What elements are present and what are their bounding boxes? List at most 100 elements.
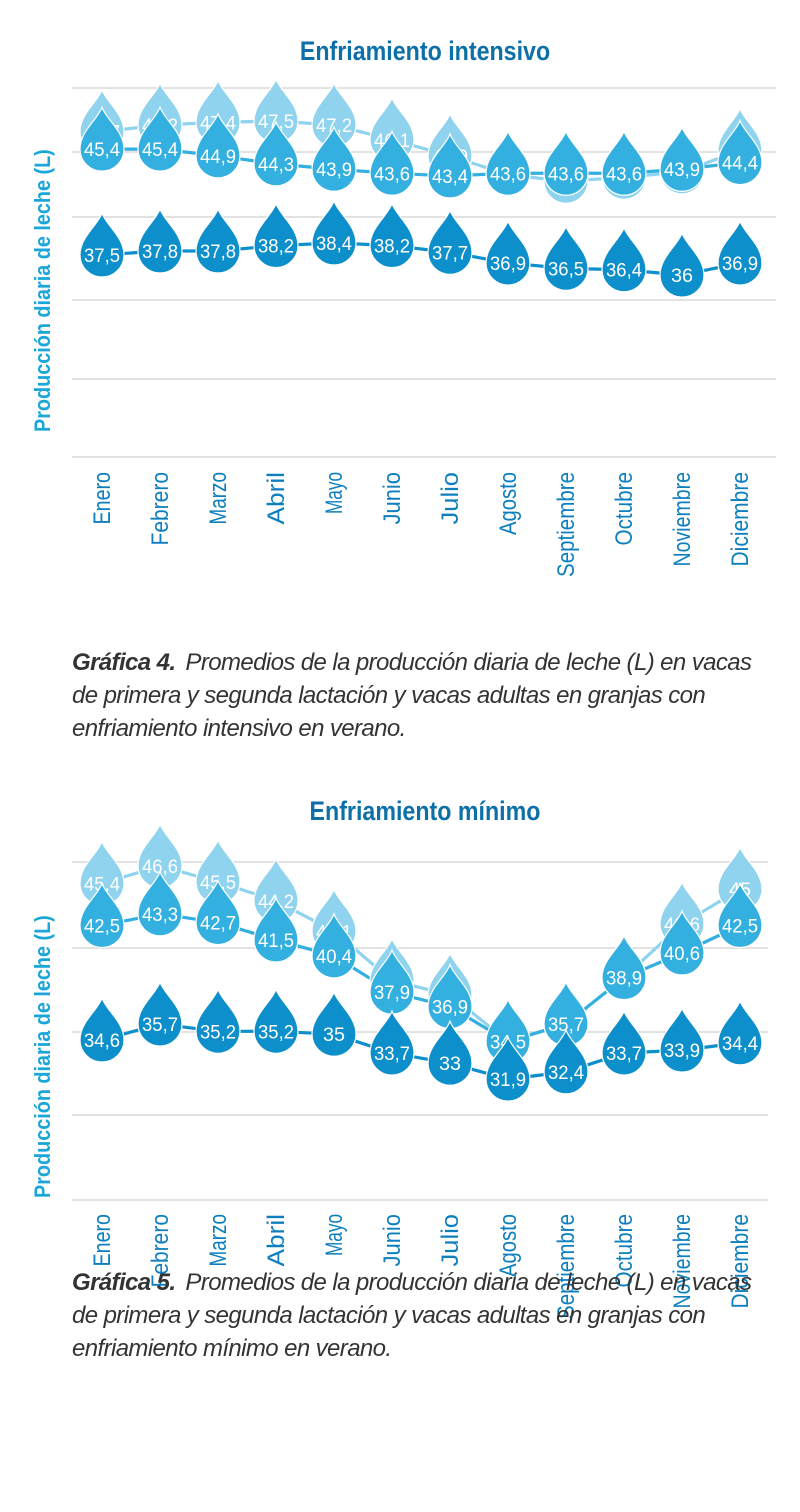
chart-block-minimo: Enfriamiento mínimo Producción diaria de…: [0, 770, 800, 1362]
drop-marker: [543, 129, 589, 196]
data-label: 43,6: [606, 164, 642, 185]
data-label: 35,7: [142, 1015, 178, 1036]
data-point: 43,9: [311, 125, 357, 192]
data-point: 36: [659, 231, 705, 298]
data-label: 35: [323, 1025, 345, 1046]
data-point: 37,5: [79, 211, 125, 278]
data-label: 37,8: [200, 242, 236, 263]
drop-marker: [717, 219, 763, 286]
data-label: 41,5: [258, 931, 294, 952]
x-tick-label: Diciembre: [727, 472, 754, 567]
drop-marker: [659, 1006, 705, 1073]
data-point: 36,5: [543, 224, 589, 291]
data-label: 40,4: [316, 947, 352, 968]
x-tick-label: Agosto: [495, 472, 522, 535]
data-point: 42,5: [79, 881, 125, 949]
data-point: 33,9: [659, 1006, 705, 1073]
data-label: 43,4: [432, 167, 468, 188]
drop-marker: [601, 1009, 647, 1076]
drop-marker: [543, 224, 589, 291]
data-label: 34,6: [84, 1031, 120, 1052]
caption-text: Promedios de la producción diaria de lec…: [72, 649, 752, 742]
data-point: 36,9: [427, 962, 473, 1030]
data-point: 40,6: [659, 909, 705, 976]
data-label: 35,7: [548, 1015, 584, 1036]
data-point: 36,9: [717, 219, 763, 286]
drop-marker: [79, 881, 125, 949]
drop-marker: [253, 987, 299, 1054]
x-tick-label: Enero: [89, 472, 116, 525]
drop-marker: [427, 132, 473, 199]
data-label: 38,4: [316, 234, 352, 255]
drop-marker: [369, 1009, 415, 1076]
chart-caption: Gráfica 5. Promedios de la producción dia…: [72, 1266, 772, 1365]
data-point: 45,4: [137, 105, 183, 172]
drop-marker: [195, 111, 241, 179]
x-tick-label: Septiembre: [553, 1214, 580, 1319]
x-tick-label: Julio: [437, 1214, 464, 1267]
data-label: 44,4: [722, 154, 758, 175]
x-tick-label: Mayo: [321, 472, 348, 514]
chart-plot-intensivo: 46,747,247,447,547,246,144,943,54343,343…: [72, 77, 776, 577]
data-point: 43,3: [137, 869, 183, 937]
caption-label: Gráfica 4.: [72, 649, 176, 676]
drop-marker: [311, 199, 357, 266]
drop-marker: [369, 201, 415, 269]
x-tick-label: Marzo: [205, 1214, 232, 1267]
data-label: 38,9: [606, 969, 642, 990]
drop-marker: [195, 878, 241, 946]
data-point: 38,4: [311, 199, 357, 266]
data-label: 37,9: [374, 983, 410, 1004]
data-point: 42,7: [195, 878, 241, 946]
drop-marker: [369, 129, 415, 196]
x-tick-label: Octubre: [611, 1214, 638, 1288]
drop-marker: [717, 881, 763, 949]
drop-marker: [137, 105, 183, 172]
data-point: 43,6: [485, 129, 531, 196]
drop-marker: [717, 118, 763, 186]
data-point: 31,9: [485, 1035, 531, 1102]
data-point: 34,4: [717, 999, 763, 1066]
x-tick-label: Febrero: [147, 1214, 174, 1288]
data-label: 42,5: [722, 916, 758, 937]
data-point: 40,4: [311, 912, 357, 979]
drop-marker: [137, 207, 183, 274]
data-point: 44,9: [195, 111, 241, 179]
data-point: 44,3: [253, 119, 299, 187]
drop-marker: [485, 1035, 531, 1102]
data-label: 40,6: [664, 944, 700, 965]
data-point: 35,2: [195, 987, 241, 1054]
data-point: 37,8: [195, 207, 241, 274]
data-point: 32,4: [543, 1028, 589, 1095]
x-tick-label: Marzo: [205, 472, 232, 525]
data-point: 43,9: [659, 125, 705, 192]
data-label: 37,5: [84, 246, 120, 267]
x-tick-label: Septiembre: [553, 472, 580, 577]
data-label: 33,7: [606, 1044, 642, 1065]
data-label: 33,7: [374, 1044, 410, 1065]
data-point: 35,2: [253, 987, 299, 1054]
data-label: 45,4: [142, 140, 178, 161]
data-label: 38,2: [258, 237, 294, 258]
x-tick-label: Noviembre: [669, 472, 696, 567]
drop-marker: [137, 869, 183, 937]
drop-marker: [195, 987, 241, 1054]
data-label: 36,4: [606, 261, 642, 282]
x-tick-label: Abril: [263, 472, 290, 525]
data-label: 36,5: [548, 259, 584, 280]
caption-text: Promedios de la producción diaria de lec…: [72, 1269, 752, 1362]
drop-marker: [659, 125, 705, 192]
x-tick-label: Mayo: [321, 1214, 348, 1256]
drop-marker: [427, 1019, 473, 1086]
data-label: 44,9: [200, 147, 236, 168]
data-point: 37,7: [427, 208, 473, 275]
drop-marker: [311, 125, 357, 192]
data-label: 35,2: [258, 1022, 294, 1043]
drop-marker: [311, 912, 357, 979]
data-point: 36,4: [601, 225, 647, 293]
data-point: 37,8: [137, 207, 183, 274]
data-point: 38,2: [369, 201, 415, 269]
data-point: 42,5: [717, 881, 763, 949]
data-point: 43,6: [601, 129, 647, 196]
chart-title: Enfriamiento mínimo: [309, 796, 541, 826]
